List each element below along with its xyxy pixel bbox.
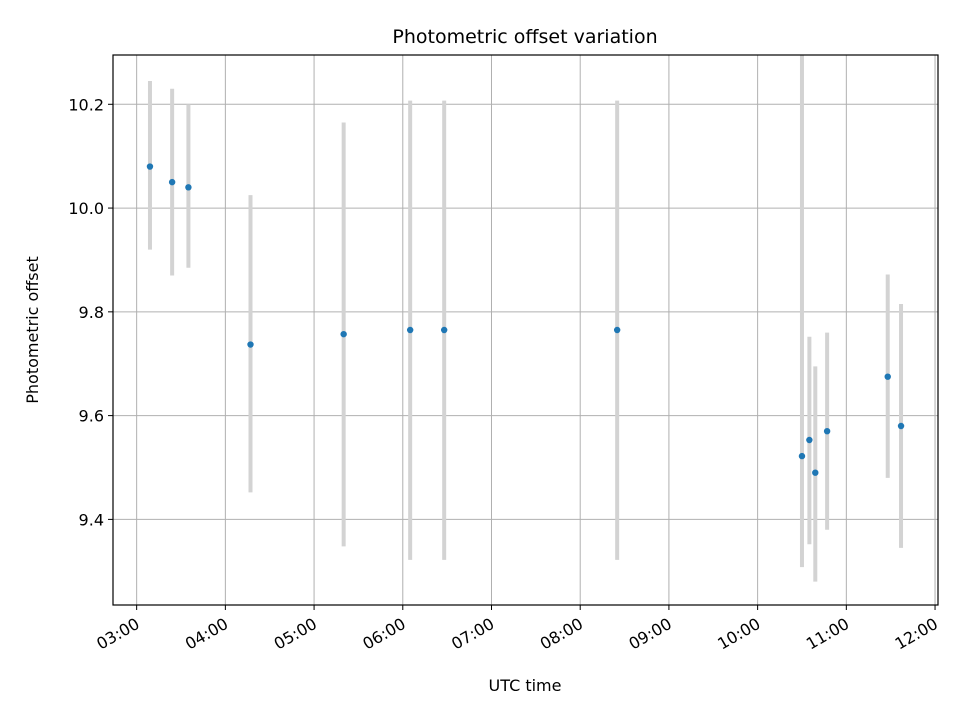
y-tick-label: 10.0 [68, 199, 104, 218]
x-axis-title: UTC time [489, 676, 562, 695]
data-point [168, 178, 176, 186]
data-point [340, 330, 347, 338]
data-point [440, 326, 448, 334]
data-point [798, 452, 806, 460]
data-points [146, 163, 905, 476]
data-point [406, 326, 414, 334]
data-point [613, 326, 621, 334]
data-point [806, 436, 813, 444]
y-tick-label: 9.4 [79, 510, 104, 529]
data-point [247, 341, 254, 348]
y-axis-title: Photometric offset [23, 256, 42, 404]
data-point [884, 373, 891, 380]
chart-title: Photometric offset variation [392, 26, 657, 48]
y-tick-label: 9.6 [79, 407, 104, 426]
y-tick-label: 9.8 [79, 303, 104, 322]
plot-frame [112, 54, 939, 606]
data-point [823, 427, 831, 435]
y-tick-label: 10.2 [68, 95, 104, 114]
data-point [146, 163, 154, 170]
data-point [185, 184, 192, 191]
y-axis: 9.4 9.6 9.8 10.0 10.2 [68, 95, 113, 529]
data-point [812, 469, 819, 476]
data-point [897, 422, 905, 430]
